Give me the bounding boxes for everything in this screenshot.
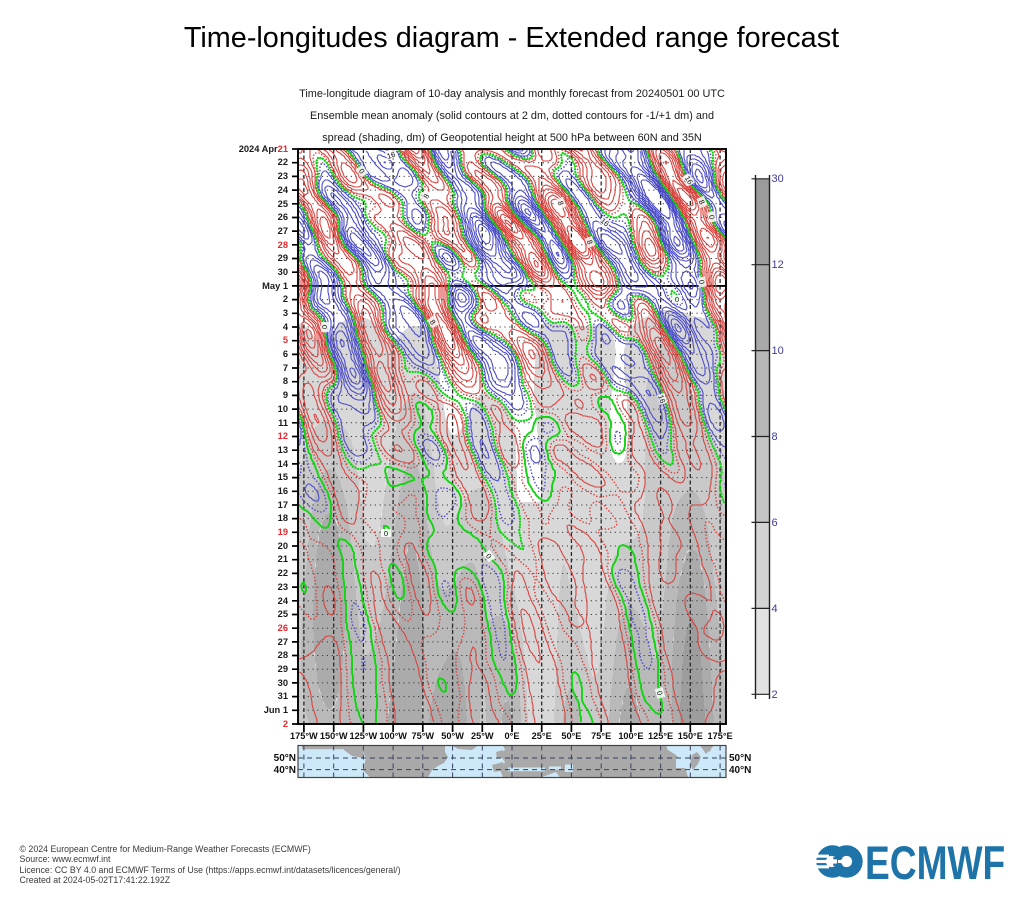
svg-text:8: 8 xyxy=(556,199,566,206)
svg-text:8: 8 xyxy=(428,318,438,327)
svg-text:16: 16 xyxy=(656,394,667,405)
svg-text:0: 0 xyxy=(655,690,665,696)
svg-text:0: 0 xyxy=(384,529,388,538)
svg-text:8: 8 xyxy=(585,238,595,245)
svg-text:8: 8 xyxy=(421,192,431,200)
svg-text:16: 16 xyxy=(683,174,695,186)
svg-text:0: 0 xyxy=(320,325,329,329)
svg-text:0: 0 xyxy=(707,214,717,220)
svg-text:0: 0 xyxy=(484,552,494,561)
svg-text:8: 8 xyxy=(697,198,707,205)
svg-text:16: 16 xyxy=(386,150,397,161)
svg-text:0: 0 xyxy=(675,295,679,304)
svg-text:0: 0 xyxy=(697,279,707,285)
svg-text:0: 0 xyxy=(357,167,367,176)
